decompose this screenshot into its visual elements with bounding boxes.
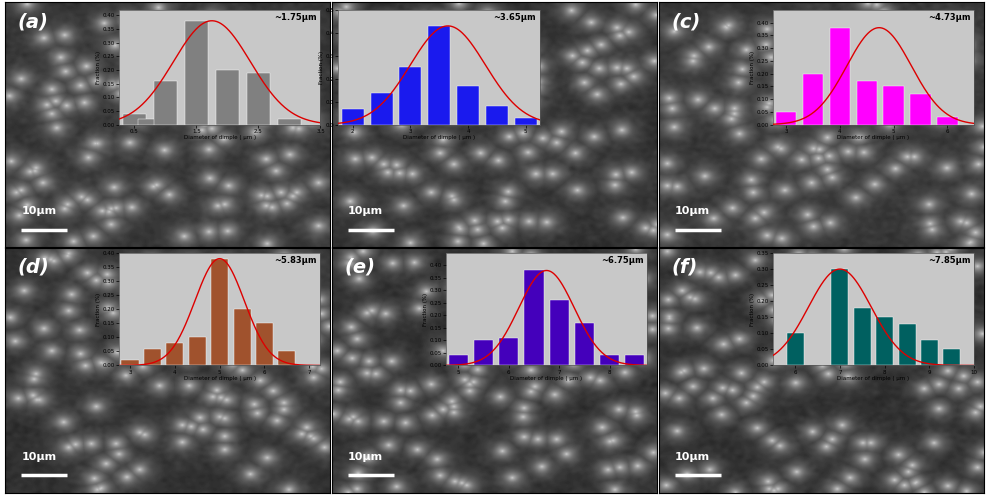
Text: 10μm: 10μm: [348, 452, 384, 462]
Text: 10μm: 10μm: [675, 452, 710, 462]
Text: (e): (e): [345, 258, 376, 277]
Text: (a): (a): [18, 12, 48, 31]
Text: 10μm: 10μm: [675, 206, 710, 216]
Text: 10μm: 10μm: [348, 206, 384, 216]
Text: 10μm: 10μm: [21, 206, 56, 216]
Text: (b): (b): [345, 12, 377, 31]
Text: (c): (c): [672, 12, 701, 31]
Text: (d): (d): [18, 258, 49, 277]
Text: 10μm: 10μm: [21, 452, 56, 462]
Text: (f): (f): [672, 258, 698, 277]
